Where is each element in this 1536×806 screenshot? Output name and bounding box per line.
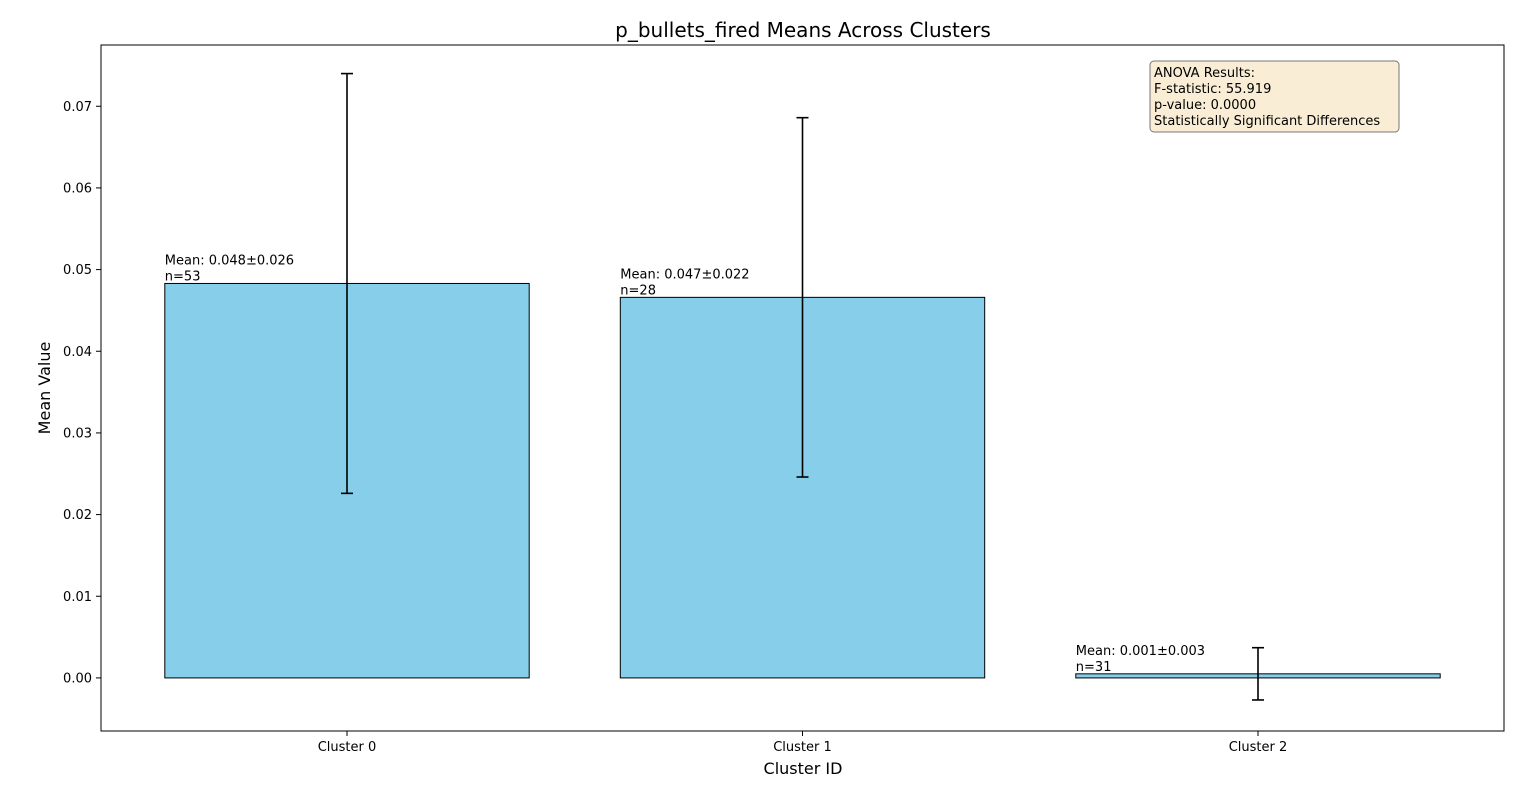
bar-annotation-mean-2: Mean: 0.001±0.003	[1076, 644, 1205, 659]
x-tick-label-0: Cluster 0	[318, 740, 377, 755]
y-tick-label-2: 0.02	[63, 508, 92, 523]
bar-annotation-n-1: n=28	[620, 283, 656, 298]
x-axis-label: Cluster ID	[764, 759, 843, 778]
stats-box-line-2: p-value: 0.0000	[1154, 98, 1256, 113]
stats-box	[1149, 60, 1400, 133]
y-tick-label-4: 0.04	[63, 345, 92, 360]
y-tick-label-5: 0.05	[63, 263, 92, 278]
bar-annotation-n-0: n=53	[165, 269, 201, 284]
y-tick-label-6: 0.06	[63, 181, 92, 196]
chart-title: p_bullets_fired Means Across Clusters	[615, 18, 991, 42]
stats-box-line-0: ANOVA Results:	[1154, 66, 1255, 81]
bar-annotation-mean-0: Mean: 0.048±0.026	[165, 253, 294, 268]
y-tick-label-0: 0.00	[63, 671, 92, 686]
x-tick-label-2: Cluster 2	[1229, 740, 1288, 755]
y-axis-label: Mean Value	[35, 342, 54, 435]
y-tick-label-1: 0.01	[63, 590, 92, 605]
stats-box-line-1: F-statistic: 55.919	[1154, 82, 1271, 97]
y-tick-label-3: 0.03	[63, 426, 92, 441]
stats-box-line-3: Statistically Significant Differences	[1154, 114, 1380, 129]
bar-annotation-n-2: n=31	[1076, 660, 1112, 675]
x-tick-label-1: Cluster 1	[773, 740, 832, 755]
bar-annotation-mean-1: Mean: 0.047±0.022	[620, 267, 749, 282]
y-tick-label-7: 0.07	[63, 100, 92, 115]
